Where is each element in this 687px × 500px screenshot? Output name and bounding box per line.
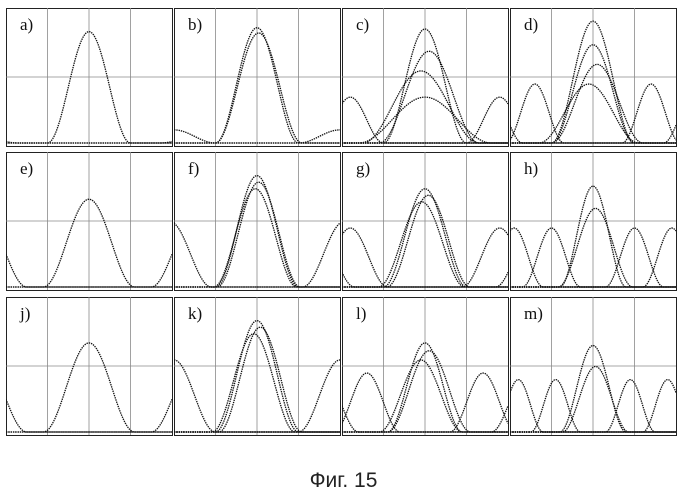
- figure-caption: Фиг. 15: [0, 469, 687, 493]
- panel-label: g): [356, 159, 370, 178]
- figure: a) b) c) d) e) f) g) h) j) k) l) m) Фиг. 15: [0, 0, 687, 500]
- panel: k): [174, 297, 341, 436]
- panel: d): [510, 8, 677, 147]
- panel: g): [342, 152, 509, 291]
- panel: h): [510, 152, 677, 291]
- panel: a): [6, 8, 173, 147]
- panel-label: f): [188, 159, 199, 178]
- panel-label: k): [188, 304, 202, 323]
- panel: m): [510, 297, 677, 436]
- panel-frame: [343, 298, 509, 436]
- panel: j): [6, 297, 173, 436]
- panel-label: m): [524, 304, 543, 323]
- panel-grid: a) b) c) d) e) f) g) h) j) k) l) m): [0, 0, 687, 445]
- panel-frame: [7, 298, 173, 436]
- panel-label: a): [20, 15, 33, 34]
- panel: f): [174, 152, 341, 291]
- panel-label: h): [524, 159, 538, 178]
- panel-label: l): [356, 304, 366, 323]
- panel-frame: [175, 153, 341, 291]
- panel-label: d): [524, 15, 538, 34]
- panel-label: b): [188, 15, 202, 34]
- panel-label: j): [19, 304, 30, 323]
- panel: e): [6, 152, 173, 291]
- panel: c): [342, 8, 509, 147]
- panel-label: e): [20, 159, 33, 178]
- panel: l): [342, 297, 509, 436]
- panel-label: c): [356, 15, 369, 34]
- panel: b): [174, 8, 341, 147]
